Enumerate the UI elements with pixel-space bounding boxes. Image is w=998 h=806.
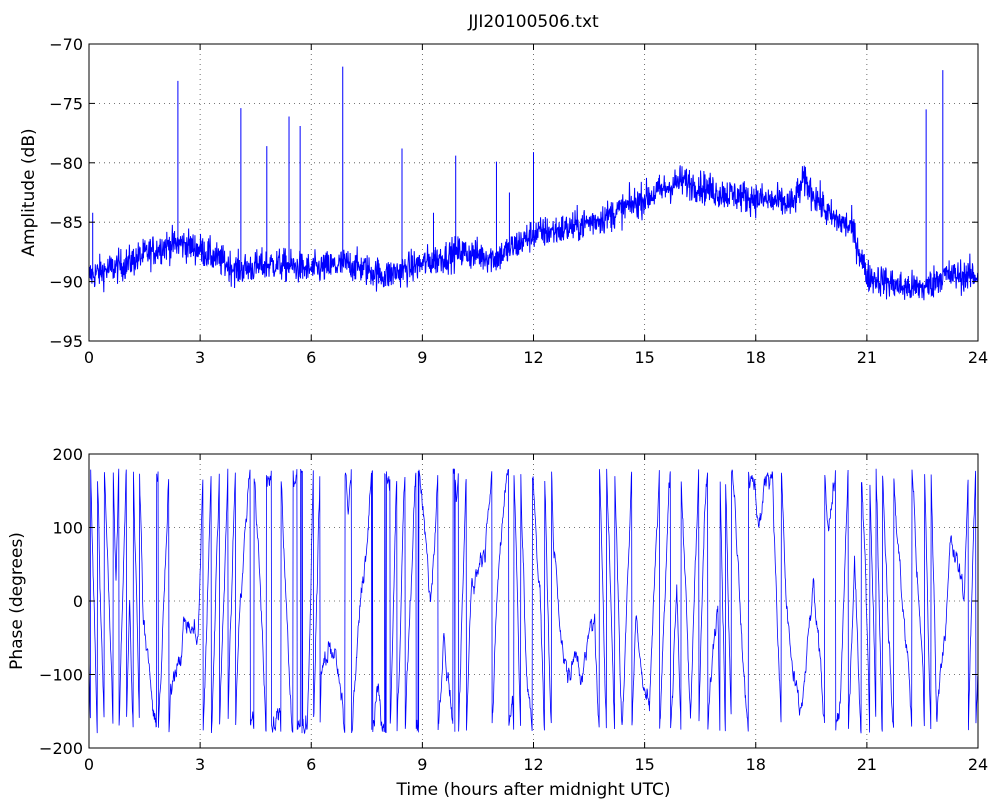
amplitude-trace bbox=[88, 66, 979, 301]
phase-y-tick-label: 0 bbox=[73, 592, 83, 611]
amplitude-x-tick-label: 24 bbox=[968, 348, 988, 367]
amplitude-y-tick-label: −85 bbox=[49, 213, 83, 232]
amplitude-y-tick-label: −75 bbox=[49, 94, 83, 113]
amplitude-y-tick-label: −90 bbox=[49, 273, 83, 292]
phase-ticks: 0 3 6 9 12 15 18 21 24 −200 −100 0 100 200 bbox=[39, 445, 988, 774]
phase-y-tick-label: −100 bbox=[39, 666, 83, 685]
amplitude-y-axis-label: Amplitude (dB) bbox=[19, 128, 39, 256]
amplitude-series bbox=[88, 66, 979, 301]
phase-x-tick-label: 6 bbox=[306, 755, 316, 774]
amplitude-x-tick-label: 12 bbox=[523, 348, 543, 367]
amplitude-x-tick-label: 3 bbox=[195, 348, 205, 367]
amplitude-x-tick-label: 15 bbox=[634, 348, 654, 367]
phase-x-tick-label: 0 bbox=[84, 755, 94, 774]
amplitude-x-tick-label: 21 bbox=[857, 348, 877, 367]
amplitude-y-tick-label: −70 bbox=[49, 35, 83, 54]
phase-x-tick-label: 15 bbox=[634, 755, 654, 774]
amplitude-x-tick-label: 9 bbox=[417, 348, 427, 367]
chart-title: JJI20100506.txt bbox=[467, 12, 599, 32]
phase-grid bbox=[89, 454, 978, 748]
phase-y-tick-label: 100 bbox=[52, 519, 83, 538]
phase-x-tick-label: 24 bbox=[968, 755, 988, 774]
amplitude-x-tick-label: 6 bbox=[306, 348, 316, 367]
phase-x-tick-label: 3 bbox=[195, 755, 205, 774]
amplitude-ticks: 0 3 6 9 12 15 18 21 24 −95 −90 −85 −80 −75 −70 bbox=[49, 35, 988, 367]
phase-x-axis-label: Time (hours after midnight UTC) bbox=[395, 780, 670, 800]
phase-trace bbox=[88, 468, 979, 735]
amplitude-y-tick-label: −80 bbox=[49, 154, 83, 173]
phase-y-tick-label: 200 bbox=[52, 445, 83, 464]
phase-x-tick-label: 18 bbox=[746, 755, 766, 774]
amplitude-y-tick-label: −95 bbox=[49, 332, 83, 351]
phase-plot: 0 3 6 9 12 15 18 21 24 −200 −100 0 100 200 Phase (deg… bbox=[7, 445, 988, 800]
phase-x-tick-label: 12 bbox=[523, 755, 543, 774]
phase-y-tick-label: −200 bbox=[39, 739, 83, 758]
phase-y-axis-label: Phase (degrees) bbox=[7, 532, 27, 670]
amplitude-grid bbox=[89, 44, 978, 341]
phase-series bbox=[88, 468, 979, 735]
phase-x-tick-label: 9 bbox=[417, 755, 427, 774]
amplitude-x-tick-label: 18 bbox=[746, 348, 766, 367]
amplitude-x-tick-label: 0 bbox=[84, 348, 94, 367]
phase-x-tick-label: 21 bbox=[857, 755, 877, 774]
amplitude-plot: 0 3 6 9 12 15 18 21 24 −95 −90 −85 −80 −75 −70 Amplitu… bbox=[19, 35, 988, 367]
